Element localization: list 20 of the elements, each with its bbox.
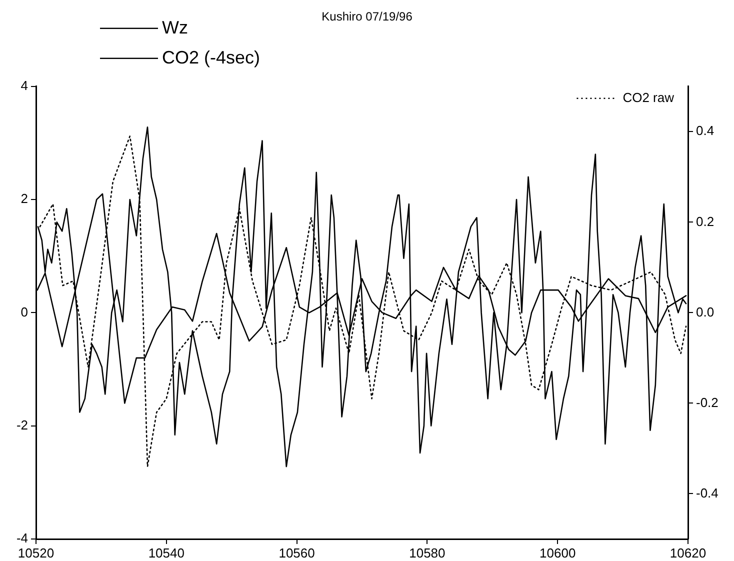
y2-tick-label: 0.4 xyxy=(696,123,714,138)
x-tick-label: 10560 xyxy=(278,545,315,560)
x-tick-label: 10580 xyxy=(409,545,446,560)
y2-tick-label: 0.0 xyxy=(696,304,714,320)
x-tick-label: 10620 xyxy=(670,545,706,560)
legend-label: CO2 raw xyxy=(622,90,675,105)
y2-tick-label: 0.2 xyxy=(696,214,714,229)
y2-tick-label: -0.4 xyxy=(696,485,718,500)
x-tick-label: 10520 xyxy=(18,545,54,560)
y2-tick-label: -0.2 xyxy=(696,394,718,410)
legend-label: Wz xyxy=(162,17,188,38)
y-tick-label: -2 xyxy=(16,417,28,432)
legend-label: CO2 (-4sec) xyxy=(162,47,260,68)
y-tick-label: 0 xyxy=(20,304,28,320)
chart-title: Kushiro 07/19/96 xyxy=(322,10,413,24)
y-tick-label: 4 xyxy=(20,78,28,93)
x-tick-label: 10600 xyxy=(540,545,576,560)
x-tick-label: 10540 xyxy=(148,545,184,560)
y-tick-label: 2 xyxy=(20,191,28,206)
y-tick-label: -4 xyxy=(16,530,28,546)
